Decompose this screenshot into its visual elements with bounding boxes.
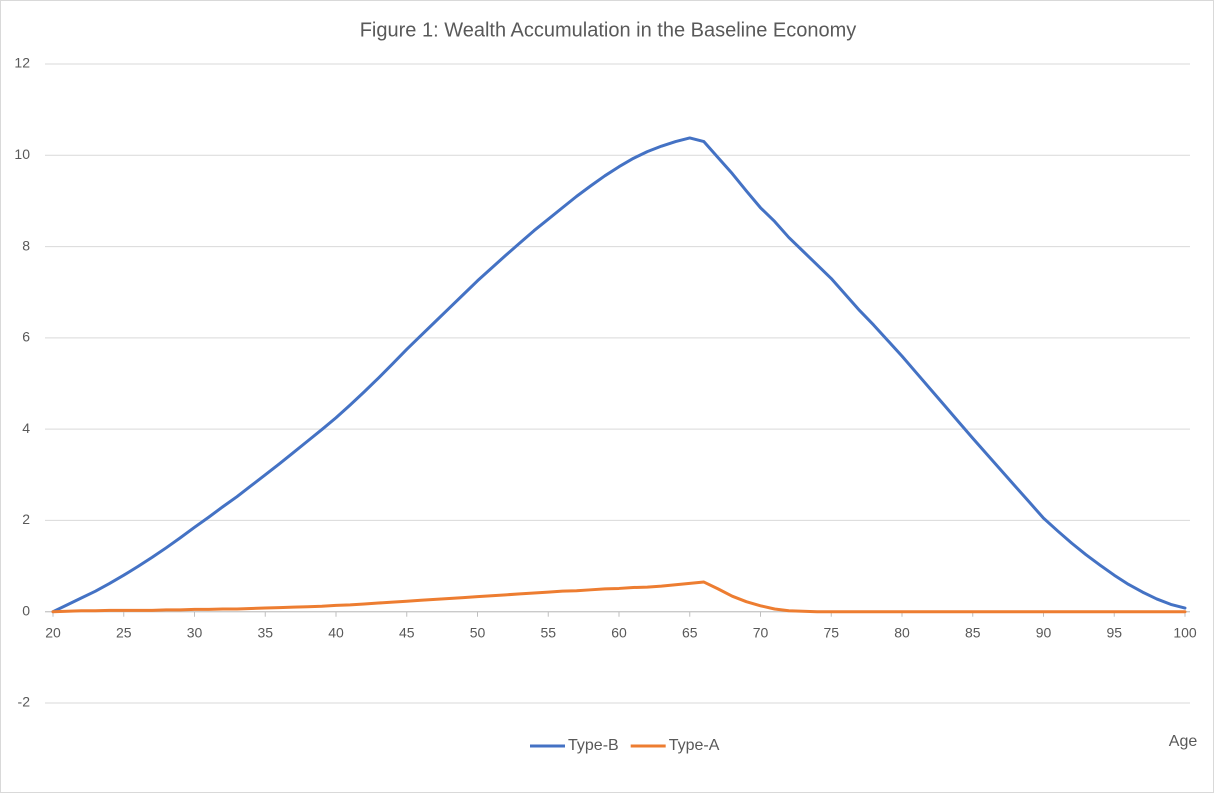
y-tick-label: 8 [22,237,30,253]
series-line [51,136,1187,614]
x-tick-label: 30 [187,624,203,640]
x-tick-label: 70 [753,624,769,640]
x-tick-label: 80 [894,624,910,640]
x-tick-label: 100 [1173,624,1197,640]
x-tick-label: 55 [540,624,556,640]
x-tick-label: 50 [470,624,486,640]
x-axis-label: Age [1169,733,1198,750]
legend-label: Type-B [568,737,619,754]
y-tick-label: 4 [22,420,30,436]
x-tick-label: 75 [823,624,839,640]
x-tick-label: 90 [1036,624,1052,640]
y-tick-label: 10 [14,146,30,162]
x-tick-label: 45 [399,624,415,640]
y-tick-label: 6 [22,329,30,345]
y-tick-label: 0 [22,602,30,618]
y-tick-label: 12 [14,55,30,71]
chart-title: Figure 1: Wealth Accumulation in the Bas… [360,19,857,41]
series-line [51,580,1187,614]
x-tick-label: 60 [611,624,627,640]
x-tick-label: 95 [1106,624,1122,640]
x-tick-label: 40 [328,624,344,640]
x-tick-label: 35 [257,624,273,640]
x-tick-label: 25 [116,624,132,640]
x-tick-label: 20 [45,624,61,640]
legend-label: Type-A [669,737,720,754]
x-tick-label: 65 [682,624,698,640]
y-tick-label: -2 [18,694,31,710]
x-tick-label: 85 [965,624,981,640]
y-tick-label: 2 [22,511,30,527]
